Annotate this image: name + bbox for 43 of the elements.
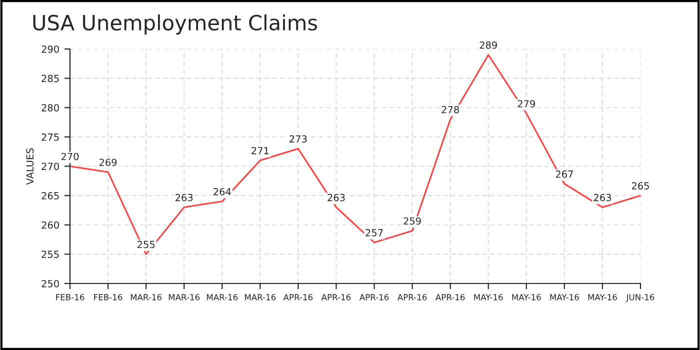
data-label: 270: [61, 152, 79, 160]
x-tick-label: MAR-16: [130, 294, 162, 300]
y-tick-label: 250: [42, 280, 59, 288]
x-tick-label: MAR-16: [245, 294, 276, 300]
data-label: 264: [214, 188, 231, 196]
x-tick-label: APR-16: [283, 294, 313, 300]
data-label: 273: [290, 135, 307, 143]
x-tick-label: APR-16: [397, 294, 427, 300]
x-tick-label: MAY-16: [474, 294, 503, 300]
y-tick-label: 265: [42, 192, 59, 200]
data-label: 278: [442, 106, 459, 114]
x-tick-label: JUN-16: [626, 294, 654, 302]
chart-title: USA Unemployment Claims: [33, 14, 318, 35]
data-label: 267: [556, 170, 573, 178]
data-label: 255: [138, 240, 154, 248]
x-tick-label: MAY-16: [588, 294, 617, 300]
data-label: 263: [328, 194, 345, 202]
y-tick-label: 280: [42, 104, 59, 112]
y-tick-label: 270: [42, 162, 59, 170]
x-tick-label: MAY-16: [550, 294, 579, 300]
data-label: 269: [99, 158, 117, 166]
data-label: 279: [518, 100, 535, 108]
y-tick-label: 260: [42, 221, 59, 229]
y-tick-label: 285: [42, 74, 59, 82]
x-tick-label: APR-16: [321, 294, 351, 300]
data-label: 289: [480, 41, 497, 49]
data-label: 271: [252, 146, 269, 154]
data-label: 259: [404, 217, 421, 225]
data-label: 265: [632, 182, 649, 190]
data-label: 257: [366, 229, 383, 236]
data-label: 263: [594, 194, 611, 202]
data-label: 263: [176, 194, 193, 202]
y-tick-label: 255: [42, 250, 59, 258]
x-tick-label: MAR-16: [168, 294, 200, 300]
x-tick-label: APR-16: [436, 294, 465, 300]
y-tick-label: 290: [42, 45, 59, 53]
y-tick-label: 275: [42, 133, 59, 141]
x-tick-label: FEB-16: [94, 294, 122, 300]
x-tick-label: MAR-16: [206, 294, 238, 300]
x-tick-label: APR-16: [359, 294, 389, 300]
y-axis-title: VALUES: [26, 148, 34, 185]
x-tick-label: MAY-16: [512, 294, 541, 300]
x-tick-label: FEB-16: [56, 294, 84, 300]
